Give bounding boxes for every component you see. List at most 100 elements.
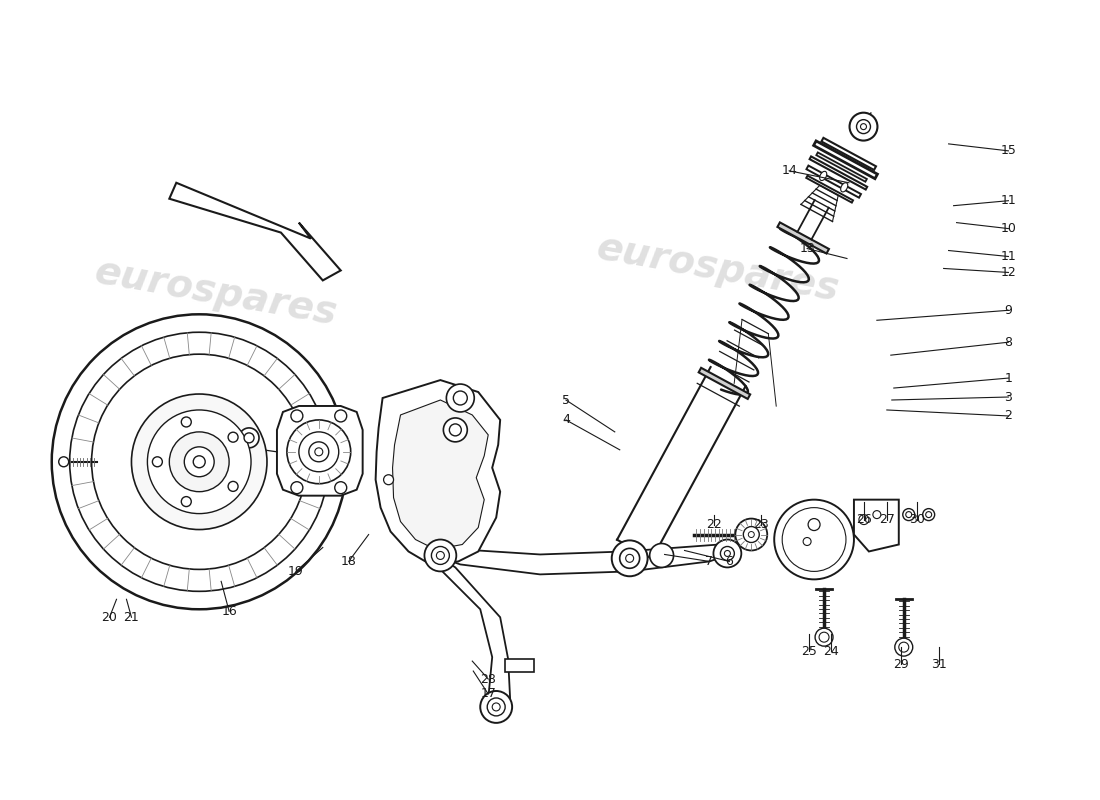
- Text: 9: 9: [1004, 304, 1012, 317]
- Circle shape: [228, 432, 238, 442]
- Text: 5: 5: [562, 394, 570, 406]
- Circle shape: [492, 703, 500, 711]
- Polygon shape: [432, 558, 510, 709]
- Circle shape: [612, 540, 648, 576]
- Circle shape: [309, 442, 329, 462]
- Text: 16: 16: [221, 605, 236, 618]
- Circle shape: [857, 120, 870, 134]
- Text: 4: 4: [562, 414, 570, 426]
- Text: 18: 18: [341, 555, 356, 568]
- Circle shape: [58, 457, 68, 466]
- Circle shape: [899, 642, 909, 652]
- Circle shape: [782, 508, 846, 571]
- Text: 6: 6: [725, 555, 734, 568]
- Circle shape: [725, 550, 730, 557]
- Circle shape: [91, 354, 307, 570]
- Polygon shape: [806, 176, 854, 202]
- Polygon shape: [854, 500, 899, 551]
- Circle shape: [487, 698, 505, 716]
- Circle shape: [714, 539, 741, 567]
- Polygon shape: [822, 138, 876, 170]
- Circle shape: [334, 410, 346, 422]
- Circle shape: [228, 482, 238, 491]
- Ellipse shape: [840, 182, 848, 192]
- Circle shape: [290, 410, 303, 422]
- Polygon shape: [814, 141, 878, 178]
- Circle shape: [334, 482, 346, 494]
- Circle shape: [923, 509, 935, 521]
- Text: 3: 3: [1004, 390, 1012, 403]
- Circle shape: [290, 482, 303, 494]
- Circle shape: [437, 551, 444, 559]
- Circle shape: [815, 628, 833, 646]
- Text: 24: 24: [823, 645, 839, 658]
- Text: 2: 2: [1004, 410, 1012, 422]
- Circle shape: [69, 332, 329, 591]
- Text: 27: 27: [879, 513, 894, 526]
- Circle shape: [736, 518, 767, 550]
- Text: 20: 20: [101, 610, 118, 624]
- Text: 13: 13: [800, 242, 815, 255]
- Text: 1: 1: [1004, 371, 1012, 385]
- Polygon shape: [277, 406, 363, 496]
- Circle shape: [849, 113, 878, 141]
- Text: 14: 14: [781, 164, 798, 178]
- Circle shape: [315, 448, 322, 456]
- Circle shape: [239, 428, 258, 448]
- Circle shape: [447, 384, 474, 412]
- Text: 31: 31: [931, 658, 946, 670]
- Circle shape: [926, 512, 932, 518]
- Text: eurospares: eurospares: [593, 229, 842, 309]
- Circle shape: [425, 539, 456, 571]
- Text: 11: 11: [1001, 194, 1016, 207]
- Circle shape: [774, 500, 854, 579]
- Circle shape: [860, 124, 867, 130]
- Text: 26: 26: [856, 513, 872, 526]
- Circle shape: [384, 474, 394, 485]
- Circle shape: [169, 432, 229, 492]
- Polygon shape: [505, 659, 535, 672]
- Circle shape: [153, 457, 163, 466]
- Polygon shape: [806, 166, 861, 198]
- Circle shape: [481, 691, 513, 723]
- Polygon shape: [393, 400, 488, 550]
- Polygon shape: [810, 157, 867, 190]
- Text: 30: 30: [909, 513, 925, 526]
- Circle shape: [443, 418, 468, 442]
- Circle shape: [720, 546, 735, 561]
- Circle shape: [626, 554, 634, 562]
- Text: eurospares: eurospares: [92, 252, 341, 333]
- Text: 25: 25: [801, 645, 817, 658]
- Circle shape: [748, 531, 755, 538]
- Circle shape: [808, 518, 821, 530]
- Circle shape: [619, 548, 639, 568]
- Text: 19: 19: [288, 565, 304, 578]
- Text: 23: 23: [754, 518, 769, 531]
- Polygon shape: [169, 182, 341, 281]
- Circle shape: [244, 433, 254, 443]
- Polygon shape: [778, 222, 829, 254]
- Circle shape: [905, 512, 912, 518]
- Circle shape: [185, 447, 214, 477]
- Circle shape: [650, 543, 673, 567]
- Circle shape: [894, 638, 913, 656]
- Circle shape: [820, 632, 829, 642]
- Text: 8: 8: [1004, 336, 1012, 349]
- Text: 29: 29: [893, 658, 909, 670]
- Circle shape: [182, 497, 191, 506]
- Text: 12: 12: [1001, 266, 1016, 279]
- Ellipse shape: [820, 171, 827, 181]
- Text: 21: 21: [123, 610, 140, 624]
- Polygon shape: [440, 545, 729, 574]
- Text: 7: 7: [705, 555, 714, 568]
- Polygon shape: [816, 153, 867, 182]
- Circle shape: [450, 424, 461, 436]
- Circle shape: [431, 546, 450, 565]
- Circle shape: [182, 417, 191, 427]
- Circle shape: [52, 314, 346, 610]
- Circle shape: [299, 432, 339, 472]
- Polygon shape: [698, 368, 750, 399]
- Text: 22: 22: [706, 518, 723, 531]
- Circle shape: [803, 538, 811, 546]
- Circle shape: [859, 514, 869, 525]
